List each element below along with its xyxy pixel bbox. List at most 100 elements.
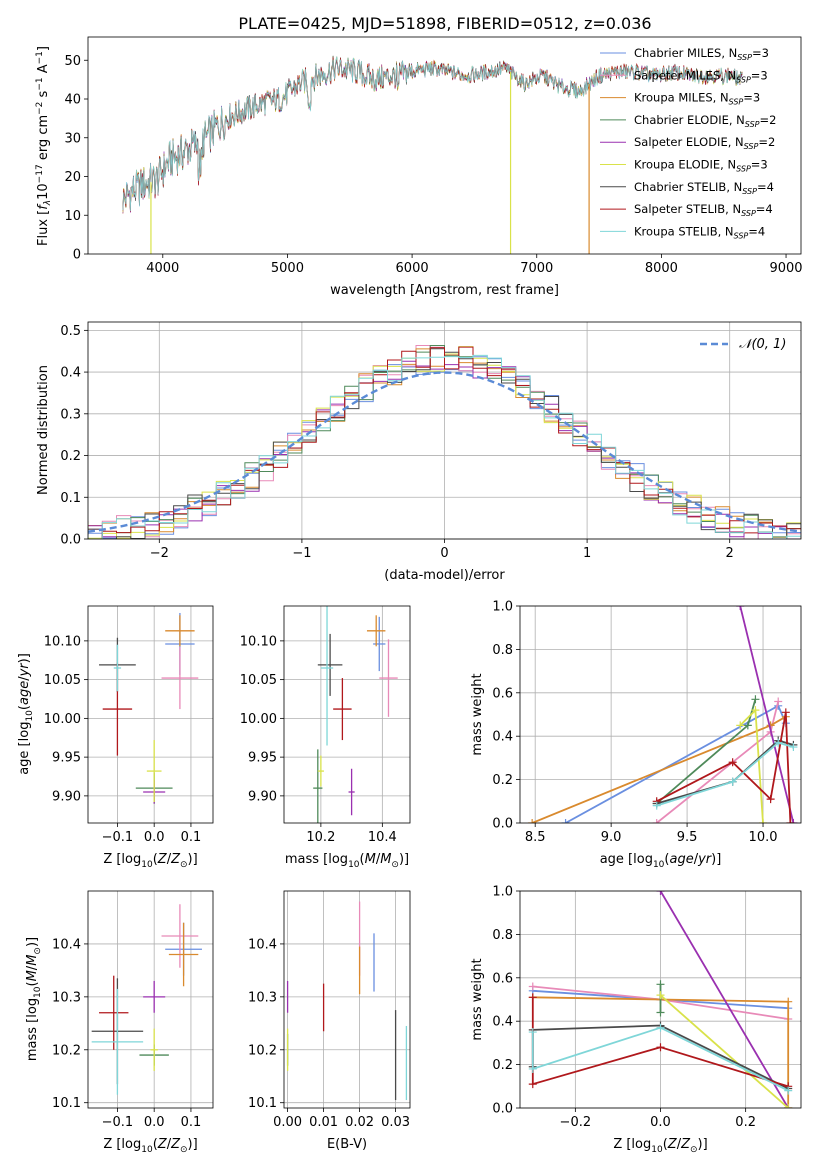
x-tick-label: 10.0 (749, 830, 778, 845)
plot-area-weight_vs_Z (528, 891, 793, 1108)
x-tick-label: 0.03 (381, 1115, 410, 1130)
x-axis-label: age [log10(age/yr)] (600, 852, 722, 870)
x-tick-label: 1 (583, 546, 591, 561)
plot-area-weight_vs_age (528, 606, 798, 823)
y-tick-label: 0.0 (492, 1102, 513, 1117)
axes-frame (87, 36, 802, 255)
weight-marker (652, 819, 661, 823)
y-tick-label: 10.05 (44, 673, 81, 688)
y-axis-label: Flux [fλ10−17 erg cm−2 s−1 A−1] (35, 46, 53, 246)
errorbar-chabrier_stelib (317, 633, 343, 696)
errorbar-salpeter_elodie (348, 768, 355, 816)
axes-frame (283, 890, 411, 1109)
x-tick-label: 9.0 (601, 830, 622, 845)
legend-label: 𝒩(0, 1) (739, 337, 786, 352)
errorbar-kroupa_stelib (113, 644, 122, 692)
x-axis-label: (data-model)/error (384, 568, 505, 583)
y-tick-label: 50 (64, 54, 81, 69)
y-tick-label: 0.6 (492, 686, 513, 701)
weight-marker (656, 991, 665, 1000)
y-tick-label: 0.2 (492, 773, 513, 788)
x-tick-label: 0.1 (181, 830, 202, 845)
y-tick-label: 10.10 (44, 634, 81, 649)
y-tick-label: 0.4 (492, 1015, 513, 1030)
weight-marker (789, 819, 798, 823)
weight-marker (728, 758, 737, 767)
axes-frame (87, 605, 214, 824)
errorbar-kroupa_miles (165, 615, 195, 647)
x-tick-label: 0.02 (345, 1115, 374, 1130)
errorbar-chabrier_miles (373, 616, 386, 672)
weight-marker (751, 706, 760, 715)
errorbar-kroupa_stelib (91, 988, 144, 1095)
weight-marker (656, 1043, 665, 1052)
x-tick-label: 6000 (396, 261, 429, 276)
weight-series-salpeter_stelib (652, 708, 795, 823)
weight-series-kroupa_stelib (528, 1023, 793, 1095)
y-tick-label: 0.1 (60, 491, 81, 506)
axes-frame (87, 890, 214, 1109)
legend-spectrum: Chabrier MILES, NSSP=3 Salpeter MILES, NS… (600, 46, 776, 240)
x-tick-label: 2 (726, 546, 734, 561)
y-tick-label: 0 (73, 248, 81, 263)
weight-line (739, 606, 795, 823)
y-tick-label: 30 (64, 131, 81, 146)
x-tick-label: 0.1 (181, 1115, 202, 1130)
x-axis-label: E(B-V) (327, 1137, 367, 1152)
y-tick-label: 10.2 (248, 1043, 277, 1058)
weight-marker (766, 795, 775, 804)
y-tick-label: 20 (64, 170, 81, 185)
weight-marker (656, 1023, 665, 1032)
y-tick-label: 10.10 (240, 634, 277, 649)
weight-marker (528, 1064, 537, 1073)
x-tick-label: 10.2 (306, 830, 335, 845)
errorbar-kroupa_miles (168, 922, 199, 987)
x-tick-label: 0 (440, 546, 448, 561)
weight-marker (652, 801, 661, 810)
x-tick-label: 0.0 (144, 1115, 165, 1130)
legend-label: Chabrier ELODIE, NSSP=2 (634, 113, 776, 129)
legend-label: Chabrier STELIB, NSSP=4 (634, 180, 774, 196)
weight-series-kroupa_elodie (656, 991, 793, 1108)
normal-curve (88, 371, 801, 533)
axes-spectrum: 4000 5000 6000 7000 8000 9000 0 10 20 30 40 50 Chabr… (35, 36, 803, 298)
x-tick-label: 10.4 (368, 830, 397, 845)
y-tick-label: 10.00 (44, 712, 81, 727)
y-tick-label: 9.95 (248, 751, 277, 766)
y-tick-label: 0.3 (60, 407, 81, 422)
errorbar-salpeter_stelib (99, 975, 129, 1050)
weight-line (656, 741, 794, 807)
plot-area-spectrum (122, 55, 743, 254)
y-tick-label: 0.2 (492, 1058, 513, 1073)
legend-residuals: 𝒩(0, 1) (700, 337, 786, 352)
axes-mass_vs_EBV: 0.00 0.01 0.02 0.03 10.1 10.2 10.3 10.4 E(B-V) (248, 890, 411, 1152)
y-tick-label: 0.2 (60, 449, 81, 464)
weight-line (659, 994, 789, 1108)
y-axis-label: mass weight (470, 673, 485, 755)
y-tick-label: 10.3 (248, 990, 277, 1005)
weight-marker (786, 819, 795, 823)
weight-marker (789, 743, 798, 752)
axes-weight_vs_age: 8.5 9.0 9.5 10.0 0.0 0.2 0.4 0.6 0.8 1.0 age [log1… (470, 600, 802, 870)
errorbar-kroupa_miles (366, 615, 386, 647)
spectrum-line-kroupa_stelib (122, 56, 743, 212)
y-tick-label: 0.5 (60, 324, 81, 339)
y-tick-label: 9.90 (52, 789, 81, 804)
axes-mass_vs_Z: −0.1 0.0 0.1 10.1 10.2 10.3 10.4 Z [log10(Z/Z⊙)… (25, 890, 214, 1155)
weight-marker (743, 721, 752, 730)
weight-marker (759, 819, 768, 823)
axes-frame (283, 605, 411, 824)
y-tick-label: 0.8 (492, 643, 513, 658)
y-tick-label: 10.2 (52, 1043, 81, 1058)
x-axis-label: Z [log10(Z/Z⊙)] (103, 852, 197, 870)
axes-age_vs_Z: −0.1 0.0 0.1 9.90 9.95 10.00 10.05 10.10 Z [log1… (17, 605, 214, 870)
weight-marker (751, 695, 760, 704)
weight-marker (784, 1104, 793, 1108)
x-tick-label: 5000 (271, 261, 304, 276)
x-tick-label: −2 (150, 546, 169, 561)
y-axis-label: mass [log10(M/M⊙)] (25, 937, 43, 1061)
y-tick-label: 1.0 (492, 885, 513, 900)
x-tick-label: 0.0 (650, 1115, 671, 1130)
x-tick-label: 0.00 (273, 1115, 302, 1130)
